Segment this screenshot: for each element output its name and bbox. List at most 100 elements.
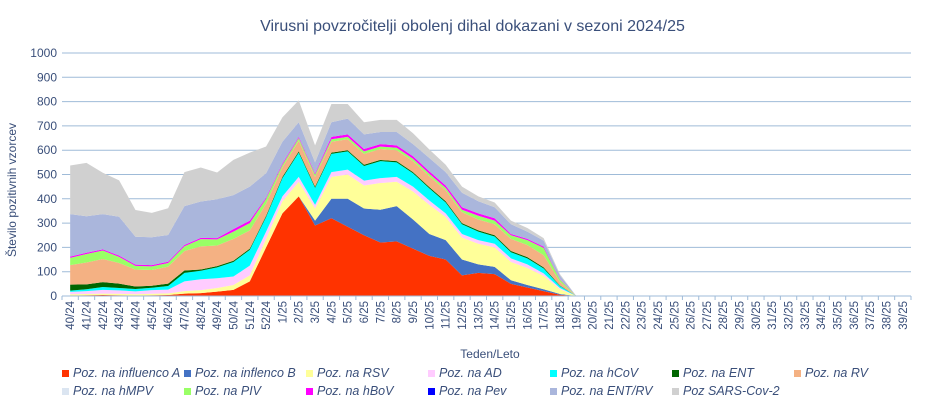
legend-item: Poz. na hBoV bbox=[306, 384, 428, 398]
y-tick-label: 900 bbox=[37, 70, 57, 84]
x-tick-label: 26/25 bbox=[686, 301, 698, 330]
x-tick-label: 27/25 bbox=[702, 301, 714, 330]
area-series bbox=[70, 118, 903, 296]
legend-swatch bbox=[428, 369, 435, 377]
legend-label: Poz. na hCoV bbox=[561, 366, 639, 380]
x-tick-label: 49/24 bbox=[212, 300, 224, 329]
x-tick-label: 17/25 bbox=[539, 301, 551, 330]
legend-item: Poz. na inflenco B bbox=[184, 366, 306, 380]
x-tick-label: 29/25 bbox=[735, 301, 747, 330]
x-tick-label: 35/25 bbox=[833, 301, 845, 330]
y-tick-label: 700 bbox=[37, 119, 57, 133]
x-tick-label: 45/24 bbox=[147, 300, 159, 329]
legend-item: Poz. na hCoV bbox=[550, 366, 672, 380]
x-tick-label: 14/25 bbox=[490, 301, 502, 330]
x-tick-label: 44/24 bbox=[130, 300, 142, 329]
x-tick-label: 39/25 bbox=[898, 301, 910, 330]
legend-item: Poz. na hMPV bbox=[62, 384, 184, 398]
y-tick-label: 600 bbox=[37, 143, 57, 157]
legend-label: Poz. na hMPV bbox=[73, 384, 153, 398]
legend-swatch bbox=[672, 387, 679, 395]
x-tick-label: 2/25 bbox=[294, 301, 306, 323]
x-tick-label: 41/24 bbox=[81, 300, 93, 329]
x-tick-label: 16/25 bbox=[522, 301, 534, 330]
x-tick-label: 6/25 bbox=[359, 301, 371, 323]
area-series bbox=[70, 100, 903, 296]
legend-label: Poz. na AD bbox=[439, 366, 502, 380]
x-tick-label: 24/25 bbox=[653, 301, 665, 330]
x-tick-label: 3/25 bbox=[310, 301, 322, 323]
legend-label: Poz. na influenco A bbox=[73, 366, 181, 380]
legend-label: Poz. na ENT/RV bbox=[561, 384, 653, 398]
x-tick-label: 19/25 bbox=[571, 301, 583, 330]
x-tick-label: 34/25 bbox=[816, 301, 828, 330]
x-tick-label: 50/24 bbox=[228, 300, 240, 329]
x-tick-label: 22/25 bbox=[620, 301, 632, 330]
y-tick-label: 300 bbox=[37, 216, 57, 230]
legend-item: Poz. na RV bbox=[794, 366, 916, 380]
x-tick-label: 11/25 bbox=[441, 301, 453, 329]
x-tick-label: 31/25 bbox=[767, 301, 779, 330]
x-tick-label: 37/25 bbox=[865, 301, 877, 330]
legend-label: Poz. na ENT bbox=[683, 366, 754, 380]
legend-label: Poz. na RV bbox=[805, 366, 869, 380]
x-tick-label: 38/25 bbox=[882, 301, 894, 330]
legend-label: Poz. na Pev bbox=[439, 384, 507, 398]
legend-item: Poz. na AD bbox=[428, 366, 550, 380]
x-tick-label: 18/25 bbox=[555, 301, 567, 330]
x-tick-label: 32/25 bbox=[784, 301, 796, 330]
legend-label: Poz. na hBoV bbox=[317, 384, 394, 398]
x-tick-label: 1/25 bbox=[277, 301, 289, 323]
legend-swatch bbox=[550, 369, 557, 377]
x-axis-label: Teden/Leto bbox=[460, 347, 520, 361]
legend-label: Poz. na PIV bbox=[195, 384, 262, 398]
y-axis-label: Število pozitivnih vzorcev bbox=[4, 123, 19, 257]
legend-item: Poz SARS-Cov-2 bbox=[672, 384, 794, 398]
x-tick-label: 4/25 bbox=[326, 301, 338, 323]
legend-swatch bbox=[62, 369, 69, 377]
legend-swatch bbox=[306, 387, 313, 395]
x-tick-label: 10/25 bbox=[424, 301, 436, 330]
legend-label: Poz. na inflenco B bbox=[195, 366, 296, 380]
x-tick-label: 51/24 bbox=[245, 300, 257, 329]
legend-swatch bbox=[184, 369, 191, 377]
y-tick-label: 800 bbox=[37, 95, 57, 109]
y-tick-label: 400 bbox=[37, 192, 57, 206]
legend-swatch bbox=[672, 369, 679, 377]
x-tick-label: 42/24 bbox=[98, 300, 110, 329]
area-series bbox=[70, 139, 903, 296]
chart-legend: Poz. na influenco A Poz. na inflenco B Poz… bbox=[62, 366, 942, 398]
x-tick-label: 28/25 bbox=[718, 301, 730, 330]
x-tick-label: 47/24 bbox=[179, 300, 191, 329]
x-tick-label: 23/25 bbox=[637, 301, 649, 330]
legend-item: Poz. na PIV bbox=[184, 384, 306, 398]
y-tick-label: 1000 bbox=[30, 46, 57, 60]
x-tick-label: 13/25 bbox=[473, 301, 485, 330]
x-tick-label: 30/25 bbox=[751, 301, 763, 330]
chart-title: Virusni povzročitelji obolenj dihal doka… bbox=[260, 18, 685, 35]
x-tick-label: 21/25 bbox=[604, 301, 616, 330]
x-tick-label: 7/25 bbox=[375, 301, 387, 323]
legend-swatch bbox=[428, 387, 435, 395]
legend-label: Poz SARS-Cov-2 bbox=[683, 384, 780, 398]
x-tick-label: 15/25 bbox=[506, 301, 518, 330]
area-series bbox=[70, 196, 903, 296]
x-tick-label: 9/25 bbox=[408, 301, 420, 323]
legend-item: Poz. na Pev bbox=[428, 384, 550, 398]
x-tick-label: 48/24 bbox=[196, 300, 208, 329]
x-tick-label: 36/25 bbox=[849, 301, 861, 330]
y-tick-label: 200 bbox=[37, 240, 57, 254]
legend-item: Poz. na ENT bbox=[672, 366, 794, 380]
legend-item: Poz. na RSV bbox=[306, 366, 428, 380]
y-tick-label: 500 bbox=[37, 168, 57, 182]
y-tick-label: 0 bbox=[50, 289, 57, 303]
legend-item: Poz. na ENT/RV bbox=[550, 384, 672, 398]
x-tick-label: 25/25 bbox=[669, 301, 681, 330]
legend-swatch bbox=[306, 369, 313, 377]
x-tick-label: 43/24 bbox=[114, 300, 126, 329]
y-tick-label: 100 bbox=[37, 265, 57, 279]
legend-swatch bbox=[184, 387, 191, 395]
legend-swatch bbox=[794, 369, 801, 377]
x-tick-label: 33/25 bbox=[800, 301, 812, 330]
